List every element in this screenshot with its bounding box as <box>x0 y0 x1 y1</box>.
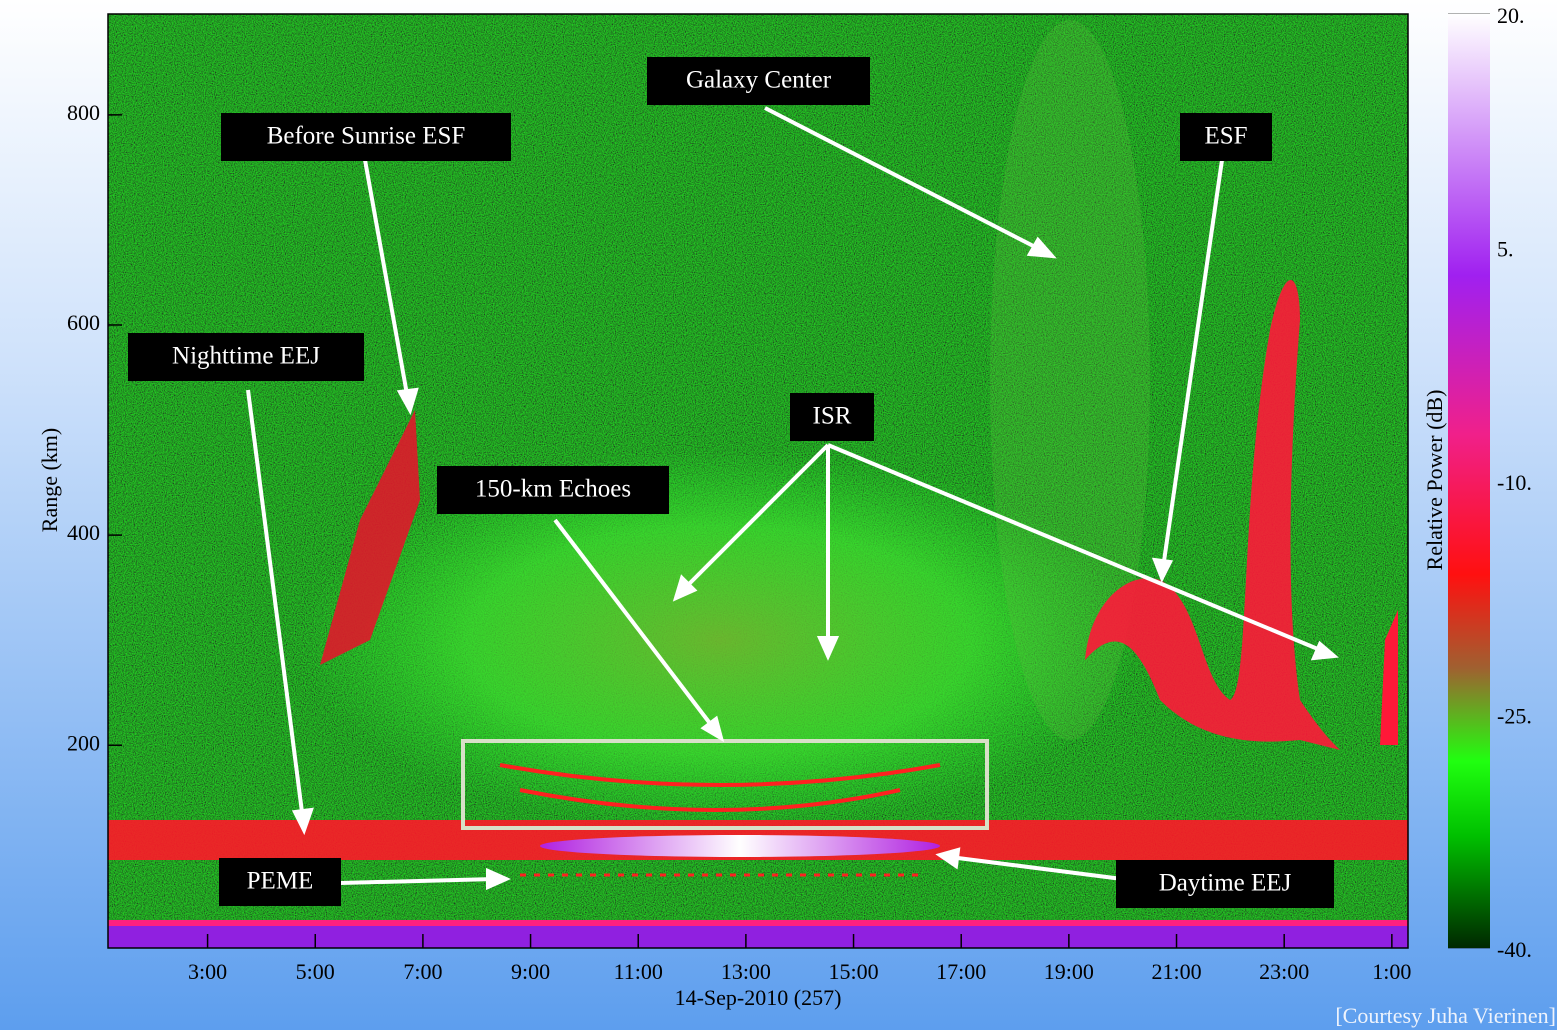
annotation-label: Nighttime EEJ <box>172 343 320 370</box>
annotation-box <box>128 333 364 381</box>
y-tick-label: 200 <box>67 730 100 755</box>
annotation-label: Galaxy Center <box>686 67 832 94</box>
x-tick-label: 9:00 <box>511 959 550 984</box>
annotation-label: ESF <box>1204 123 1247 150</box>
colorbar-tick-label: -40. <box>1497 937 1532 962</box>
colorbar-tick-label: 5. <box>1497 237 1514 262</box>
y-tick-label: 800 <box>67 100 100 125</box>
x-tick-label: 7:00 <box>403 959 442 984</box>
y-tick-label: 600 <box>67 310 100 335</box>
x-tick-label: 21:00 <box>1151 959 1201 984</box>
annotation-box <box>437 466 669 514</box>
annotation-box <box>219 858 341 906</box>
colorbar-tick-label: -25. <box>1497 704 1532 729</box>
annotation-box <box>647 57 870 105</box>
annotation-label: Daytime EEJ <box>1159 870 1292 897</box>
colorbar-tick-label: -10. <box>1497 470 1532 495</box>
annotation-box <box>1180 113 1272 161</box>
annotations: Galaxy Center Before Sunrise ESF ESF Nightt… <box>128 57 1334 908</box>
x-tick-label: 1:00 <box>1372 959 1411 984</box>
heatmap-image <box>108 14 1408 948</box>
x-axis-label: 14-Sep-2010 (257) <box>675 985 842 1010</box>
plot-frame <box>107 13 1409 949</box>
annotation-box <box>221 113 511 161</box>
axes: 3:00 5:00 7:00 9:00 11:00 13:00 15:00 17:00 19:0… <box>67 3 1532 984</box>
annotation-label: PEME <box>247 868 314 895</box>
annotation-box <box>1116 860 1334 908</box>
x-tick-label: 19:00 <box>1044 959 1094 984</box>
annotation-label: Before Sunrise ESF <box>267 123 466 150</box>
x-tick-label: 23:00 <box>1259 959 1309 984</box>
colorbar-tick-label: 20. <box>1497 3 1525 28</box>
x-tick-label: 13:00 <box>721 959 771 984</box>
annotation-box <box>790 393 874 441</box>
x-tick-label: 11:00 <box>614 959 663 984</box>
annotation-label: ISR <box>813 403 852 430</box>
annotation-label: 150-km Echoes <box>475 476 631 503</box>
x-tick-label: 17:00 <box>936 959 986 984</box>
x-tick-label: 5:00 <box>296 959 335 984</box>
x-tick-label: 3:00 <box>188 959 227 984</box>
annotation-arrows <box>246 106 1339 891</box>
credit: [Courtesy Juha Vierinen] <box>1335 1003 1556 1028</box>
colorbar-label: Relative Power (dB) <box>1422 390 1447 571</box>
colorbar <box>1448 14 1490 948</box>
y-axis-label: Range (km) <box>37 428 62 532</box>
x-tick-label: 15:00 <box>828 959 878 984</box>
y-tick-label: 400 <box>67 520 100 545</box>
